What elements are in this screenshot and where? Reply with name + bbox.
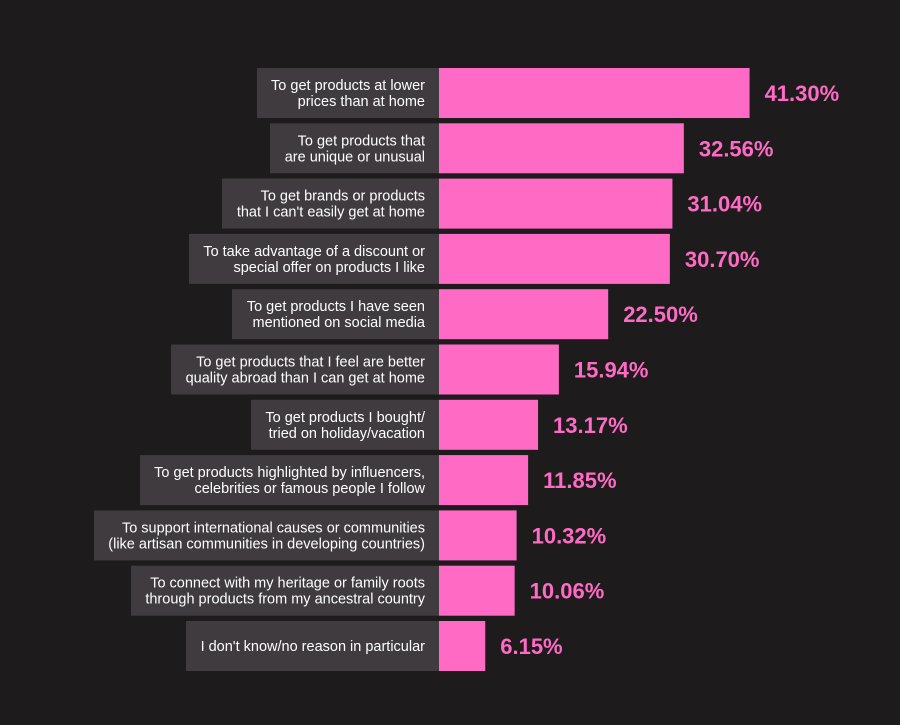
category-label: To connect with my heritage or family ro… [150,576,425,592]
category-label: that I can't easily get at home [237,205,425,221]
category-label: To get products that I feel are better [196,355,425,371]
bar-row: I don't know/no reason in particular 6.15… [186,621,563,671]
category-label-box [222,178,439,229]
bar [439,68,750,118]
category-label-box [186,621,439,671]
category-label: (like artisan communities in developing … [108,536,425,552]
bar-row: To take advantage of a discount orspecia… [189,233,760,284]
value-label: 10.32% [532,523,607,548]
category-label-box [94,510,439,561]
bar-row: To get products that I feel are betterqu… [171,344,649,395]
category-label: To get brands or products [261,189,425,205]
bar [439,399,539,450]
category-label-box [232,289,439,340]
value-label: 10.06% [530,579,605,604]
category-label-box [270,123,439,174]
bar-row: To support international causes or commu… [94,510,607,561]
category-label-box [131,565,439,616]
category-label: To get products I bought/ [265,410,426,426]
bar [439,289,609,340]
category-label: To support international causes or commu… [122,520,425,536]
value-label: 31.04% [687,192,762,217]
category-label: through products from my ancestral count… [145,592,425,608]
value-label: 41.30% [765,81,840,106]
category-label-box [140,455,439,506]
bar-row: To get products highlighted by influence… [140,455,617,506]
bar [439,123,684,174]
category-label: mentioned on social media [253,315,426,331]
category-label: I don't know/no reason in particular [201,639,426,655]
category-label: quality abroad than I can get at home [186,371,425,387]
category-label: To get products at lower [271,78,425,94]
value-label: 15.94% [574,358,649,383]
value-label: 6.15% [500,634,562,659]
bar [439,621,486,671]
category-label: celebrities or famous people I follow [194,481,425,497]
bar [439,565,515,616]
category-label: special offer on products I like [233,260,425,276]
bar [439,455,529,506]
value-label: 11.85% [543,468,616,493]
category-label-box [251,399,439,450]
category-label: tried on holiday/vacation [269,426,425,442]
category-label: prices than at home [298,94,425,110]
value-label: 32.56% [699,136,774,161]
category-label: To get products that [298,133,425,149]
category-label: are unique or unusual [285,149,425,165]
value-label: 22.50% [623,302,698,327]
bar-row: To get products I bought/tried on holida… [251,399,628,450]
bar [439,233,670,284]
bar [439,344,559,395]
category-label: To get products I have seen [247,299,425,315]
category-label-box [171,344,439,395]
category-label-box [257,68,439,118]
value-label: 30.70% [685,247,760,272]
bar [439,510,517,561]
bar-row: To connect with my heritage or family ro… [131,565,605,616]
category-label: To take advantage of a discount or [203,244,425,260]
bar [439,178,673,229]
value-label: 13.17% [553,413,628,438]
category-label: To get products highlighted by influence… [154,465,425,481]
category-label-box [189,233,439,284]
